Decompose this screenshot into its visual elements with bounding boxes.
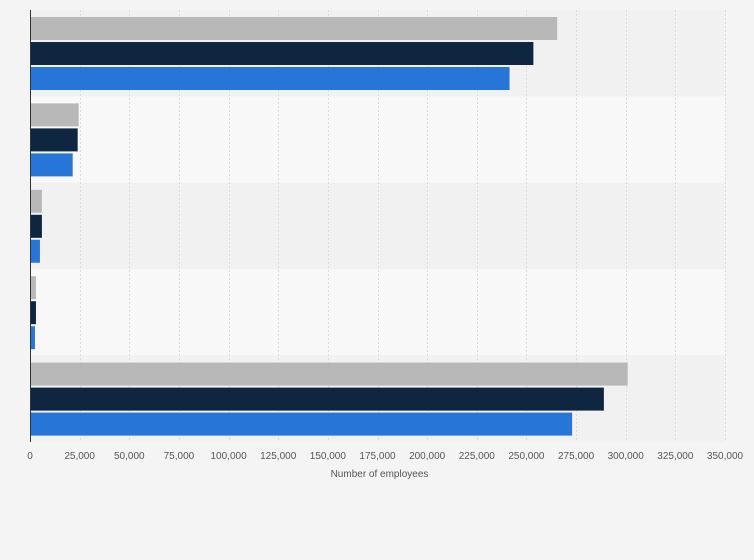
bar-group2-series2 — [30, 128, 78, 152]
category-band-3 — [30, 182, 725, 270]
x-tick-label-1: 0 — [27, 451, 33, 462]
category-band-2 — [30, 96, 725, 183]
bar-group2-series3 — [30, 153, 73, 177]
bar-group1-series3 — [30, 67, 510, 90]
bars — [30, 17, 628, 436]
x-tick-label-13: 300,000 — [608, 451, 645, 462]
bar-group1-series2 — [30, 42, 534, 65]
x-tick-label-14: 325,000 — [657, 451, 694, 462]
x-tick-label-2: 25,000 — [64, 451, 95, 462]
x-tick-label-5: 100,000 — [210, 451, 247, 462]
bar-group2-series1 — [30, 103, 79, 127]
x-tick-label-10: 225,000 — [459, 451, 496, 462]
x-tick-label-4: 75,000 — [164, 451, 195, 462]
bar-group4-series2 — [30, 301, 36, 325]
bar-group4-series3 — [30, 326, 35, 350]
x-tick-label-12: 275,000 — [558, 451, 595, 462]
x-tick-label-6: 125,000 — [260, 451, 297, 462]
bar-group3-series2 — [30, 214, 42, 238]
bar-group5-series1 — [30, 362, 628, 386]
x-tick-labels: 0 25,000 50,000 75,000 100,000 125,000 150,000… — [27, 451, 743, 462]
x-axis-title: Number of employees — [331, 469, 429, 480]
x-tick-label-9: 200,000 — [409, 451, 446, 462]
x-tick-label-11: 250,000 — [508, 451, 545, 462]
bar-group4-series1 — [30, 276, 36, 300]
x-tick-label-7: 150,000 — [310, 451, 347, 462]
bar-group3-series3 — [30, 239, 40, 263]
bar-group5-series2 — [30, 387, 604, 411]
bar-group3-series1 — [30, 189, 42, 213]
x-tick-label-15: 350,000 — [707, 451, 744, 462]
x-tick-label-3: 50,000 — [114, 451, 145, 462]
bar-group1-series1 — [30, 17, 558, 40]
bar-group5-series3 — [30, 412, 573, 436]
category-band-4 — [30, 269, 725, 356]
x-tick-label-8: 175,000 — [359, 451, 396, 462]
